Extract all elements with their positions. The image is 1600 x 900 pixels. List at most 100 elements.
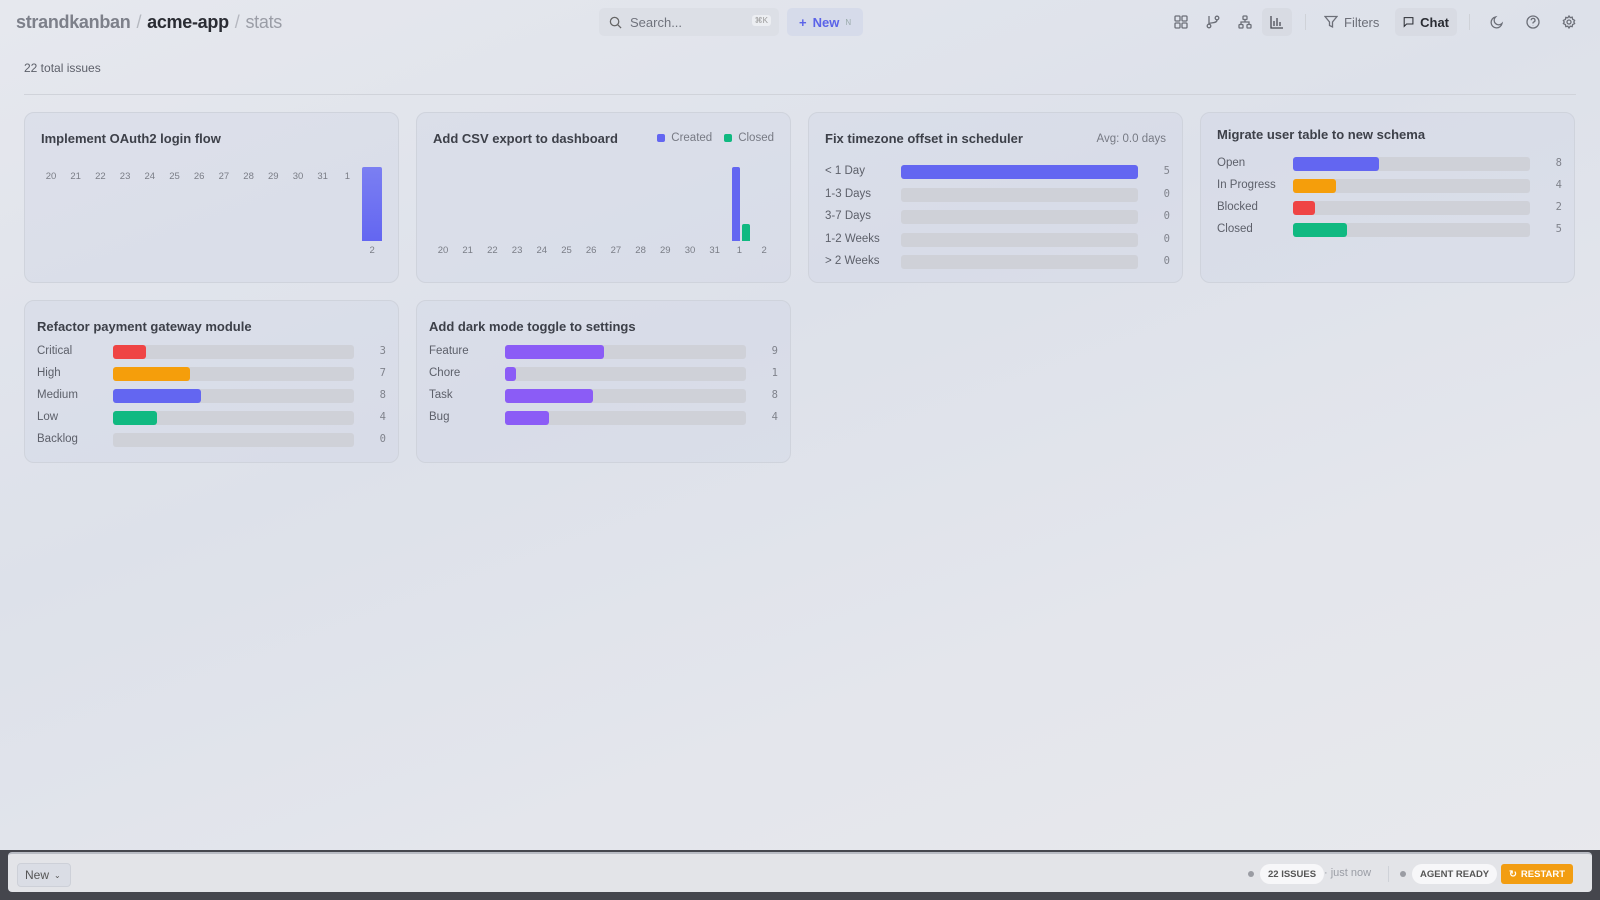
x-tick-label: 30 — [292, 171, 304, 182]
new-label: New — [812, 14, 840, 30]
agent-status-badge: AGENT READY — [1412, 864, 1498, 884]
bar-track — [901, 165, 1138, 179]
row-value: 0 — [1163, 255, 1170, 267]
bar-fill — [113, 411, 157, 425]
bar-track — [901, 232, 1138, 247]
divider — [1388, 866, 1389, 882]
filters-label: Filters — [1344, 14, 1380, 30]
bar-row: Low 4 — [37, 411, 386, 425]
x-tick-label: 22 — [95, 171, 106, 182]
search-input[interactable]: Search... ⌘K — [599, 8, 779, 36]
x-tick-label: 29 — [268, 171, 279, 182]
restart-button[interactable]: ↻ RESTART — [1501, 864, 1573, 884]
settings-button[interactable] — [1554, 8, 1584, 36]
x-tick-label: 31 — [709, 245, 720, 256]
row-value: 0 — [379, 433, 386, 445]
bar-row: High 7 — [37, 367, 386, 381]
status-select[interactable]: New ⌄ — [17, 863, 71, 887]
x-tick-label: 31 — [317, 171, 328, 182]
bar-row: Chore 1 — [429, 367, 778, 381]
row-label: > 2 Weeks — [825, 255, 880, 267]
divider — [1305, 14, 1306, 30]
breadcrumb-project[interactable]: acme-app — [147, 12, 229, 32]
resolution-time-card: Fix timezone offset in scheduler Avg: 0.… — [808, 112, 1183, 283]
bar-track — [1293, 157, 1530, 171]
branch-view-button[interactable] — [1198, 8, 1228, 36]
chat-label: Chat — [1420, 14, 1449, 30]
x-tick-label: 21 — [70, 171, 81, 182]
bar-track — [1293, 179, 1530, 193]
breadcrumb-page: stats — [245, 12, 282, 32]
help-button[interactable] — [1518, 8, 1548, 36]
x-tick-label: 26 — [585, 245, 597, 256]
chat-button[interactable]: Chat — [1395, 8, 1457, 36]
row-label: Medium — [37, 389, 78, 401]
row-value: 2 — [1555, 201, 1562, 213]
x-tick-label: 30 — [684, 245, 696, 256]
stats-view-button[interactable] — [1262, 8, 1292, 36]
average-resolution: Avg: 0.0 days — [1096, 133, 1166, 145]
bar-track — [1293, 223, 1530, 237]
created-bar — [732, 167, 741, 241]
last-updated: · just now — [1324, 867, 1372, 879]
row-value: 5 — [1555, 223, 1562, 235]
bar-track — [113, 367, 354, 381]
bar-fill — [505, 367, 516, 381]
row-value: 4 — [379, 411, 386, 423]
row-value: 0 — [1163, 187, 1170, 200]
row-value: 4 — [771, 411, 778, 423]
x-tick-label: 20 — [45, 171, 57, 182]
x-tick-label: 22 — [487, 245, 498, 256]
tree-view-button[interactable] — [1230, 8, 1260, 36]
row-label: Open — [1217, 157, 1246, 169]
legend-closed: Closed — [738, 132, 774, 144]
x-tick-label: 25 — [561, 245, 572, 256]
bar-track — [901, 255, 1138, 269]
bar-track — [901, 210, 1138, 224]
row-label: 1-2 Weeks — [825, 232, 880, 245]
timeline-bar — [362, 167, 383, 241]
top-bar: strandkanban / acme-app / stats Search... ⌘K… — [0, 0, 1600, 46]
created-timeline-card: Implement OAuth2 login flow 20 21 22 23 24 25… — [24, 112, 399, 283]
x-tick-label: 25 — [169, 171, 180, 182]
new-issue-button[interactable]: + New N — [787, 8, 863, 36]
card-title: Refactor payment gateway module — [37, 319, 252, 334]
row-label: Task — [429, 389, 453, 401]
row-label: Backlog — [37, 433, 78, 445]
closed-bar — [742, 224, 751, 241]
gear-icon — [1562, 15, 1576, 29]
legend-swatch-created — [657, 134, 666, 142]
bar-row: Task 8 — [429, 389, 778, 403]
agent-status-dot — [1400, 871, 1406, 877]
row-label: Chore — [429, 367, 461, 379]
bar-fill — [1293, 179, 1337, 193]
theme-toggle-button[interactable] — [1482, 8, 1512, 36]
board-view-button[interactable] — [1166, 8, 1196, 36]
bar-fill — [505, 345, 604, 359]
filters-button[interactable]: Filters — [1316, 8, 1387, 36]
issues-status-dot — [1248, 871, 1254, 877]
bar-track — [901, 187, 1138, 202]
breadcrumb-workspace[interactable]: strandkanban — [16, 12, 131, 32]
bar-fill — [1293, 201, 1315, 215]
row-value: 5 — [1163, 165, 1170, 177]
x-tick-label: 29 — [660, 245, 671, 256]
bar-row: Open 8 — [1217, 157, 1562, 171]
x-tick-label: 23 — [511, 245, 523, 256]
x-tick-label: 21 — [462, 245, 473, 256]
bar-row: Bug 4 — [429, 411, 778, 425]
breadcrumb: strandkanban / acme-app / stats — [16, 12, 282, 32]
bar-row: 3-7 Days 0 — [825, 210, 1170, 224]
refresh-icon: ↻ — [1508, 868, 1517, 880]
filter-icon — [1324, 15, 1338, 29]
row-label: < 1 Day — [825, 165, 865, 177]
row-label: Closed — [1217, 223, 1253, 235]
x-tick-label: 1 — [344, 171, 351, 182]
priority-breakdown-card: Refactor payment gateway module Critical… — [24, 300, 399, 463]
git-branch-icon — [1206, 15, 1220, 29]
row-value: 8 — [1555, 157, 1562, 169]
bar-row: > 2 Weeks 0 — [825, 255, 1170, 269]
row-value: 0 — [1163, 232, 1170, 245]
status-bar: New ⌄ 22 ISSUES · just now AGENT READY ↻ R… — [8, 852, 1592, 892]
row-label: 3-7 Days — [825, 210, 872, 222]
